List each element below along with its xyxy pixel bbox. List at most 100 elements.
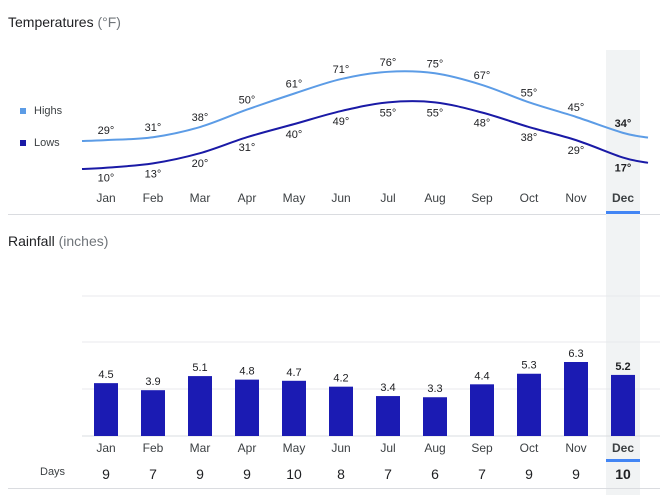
rain-value-label: 5.2 xyxy=(615,361,630,373)
temp-month-label: Jul xyxy=(380,191,395,205)
section-divider xyxy=(8,214,660,215)
rain-month-label: Jun xyxy=(331,441,350,455)
rain-month-label: Mar xyxy=(190,441,211,455)
days-value: 9 xyxy=(572,466,580,482)
highs-label: 76° xyxy=(380,57,397,69)
highs-label: 75° xyxy=(427,58,444,70)
rain-value-label: 5.3 xyxy=(521,360,536,372)
temp-month-label: Apr xyxy=(238,191,257,205)
lows-label: 13° xyxy=(145,168,162,180)
rain-value-label: 3.3 xyxy=(427,383,442,395)
temp-month-label: May xyxy=(283,191,306,205)
rain-month-label: Dec xyxy=(612,441,634,455)
rain-month-label: May xyxy=(283,441,306,455)
temp-month-label: Nov xyxy=(565,191,586,205)
legend-highs: Highs xyxy=(20,105,62,117)
rain-bar xyxy=(94,383,118,436)
temp-month-label: Jun xyxy=(331,191,350,205)
rain-bar xyxy=(282,380,306,436)
temp-month-label: Aug xyxy=(424,191,445,205)
rain-value-label: 3.9 xyxy=(145,376,160,388)
days-value: 7 xyxy=(149,466,157,482)
days-value: 9 xyxy=(102,466,110,482)
highs-label: 34° xyxy=(615,118,632,130)
highs-label: 50° xyxy=(239,95,256,107)
rainfall-unit: (inches) xyxy=(58,233,109,249)
days-value: 7 xyxy=(384,466,392,482)
days-value: 6 xyxy=(431,466,439,482)
temperatures-unit: (°F) xyxy=(97,14,121,30)
highs-label: 31° xyxy=(145,122,162,134)
rainfall-title: Rainfall (inches) xyxy=(8,233,109,249)
highs-label: 67° xyxy=(474,70,491,82)
highs-label: 55° xyxy=(521,87,538,99)
days-value: 7 xyxy=(478,466,486,482)
days-value: 10 xyxy=(286,466,302,482)
lows-label: 55° xyxy=(427,107,444,119)
temp-month-label: Oct xyxy=(520,191,539,205)
rain-value-label: 4.5 xyxy=(98,369,113,381)
temp-month-label: Sep xyxy=(471,191,493,205)
legend-lows-label: Lows xyxy=(34,137,60,149)
lows-swatch xyxy=(20,140,26,146)
rain-value-label: 5.1 xyxy=(192,362,207,374)
rain-bar xyxy=(188,376,212,436)
days-value: 9 xyxy=(243,466,251,482)
highs-swatch xyxy=(20,108,26,114)
temp-month-label: Mar xyxy=(190,191,211,205)
highs-line xyxy=(81,70,649,142)
rain-value-label: 3.4 xyxy=(380,382,395,394)
lows-label: 40° xyxy=(286,129,303,141)
temperatures-title: Temperatures (°F) xyxy=(8,14,121,30)
highs-label: 29° xyxy=(98,125,115,137)
rain-bar xyxy=(376,396,400,436)
rain-bar xyxy=(611,374,635,436)
rain-value-label: 4.8 xyxy=(239,366,254,378)
lows-label: 20° xyxy=(192,158,209,170)
highs-label: 71° xyxy=(333,64,350,76)
rain-month-label: Nov xyxy=(565,441,586,455)
rain-value-label: 4.7 xyxy=(286,367,301,379)
rain-value-label: 4.4 xyxy=(474,370,489,382)
legend-highs-label: Highs xyxy=(34,105,63,117)
lows-line xyxy=(81,100,649,171)
rain-bar xyxy=(141,390,165,436)
temp-month-label: Feb xyxy=(143,191,164,205)
rain-month-label: Oct xyxy=(520,441,539,455)
lows-label: 31° xyxy=(239,142,256,154)
lows-label: 17° xyxy=(615,163,632,175)
days-value: 10 xyxy=(615,466,631,482)
days-value: 9 xyxy=(196,466,204,482)
rain-bar xyxy=(329,386,353,436)
lows-label: 10° xyxy=(98,173,115,185)
rain-bar xyxy=(517,373,541,436)
rain-month-label: Jan xyxy=(96,441,115,455)
days-value: 9 xyxy=(525,466,533,482)
rain-value-label: 4.2 xyxy=(333,373,348,385)
rain-month-label: Aug xyxy=(424,441,445,455)
highs-label: 45° xyxy=(568,102,585,114)
rain-bar xyxy=(564,362,588,436)
rain-month-label: Sep xyxy=(471,441,493,455)
rain-month-label: Jul xyxy=(380,441,395,455)
lows-label: 55° xyxy=(380,107,397,119)
temp-month-label: Dec xyxy=(612,191,634,205)
rain-month-label: Apr xyxy=(238,441,257,455)
days-value: 8 xyxy=(337,466,345,482)
legend-lows: Lows xyxy=(20,137,60,149)
lows-label: 29° xyxy=(568,145,585,157)
days-selected-indicator xyxy=(606,459,640,462)
rain-month-label: Feb xyxy=(143,441,164,455)
lows-label: 38° xyxy=(521,132,538,144)
rain-value-label: 6.3 xyxy=(568,348,583,360)
rain-bar xyxy=(423,397,447,436)
lows-label: 49° xyxy=(333,116,350,128)
highs-label: 61° xyxy=(286,79,303,91)
days-label: Days xyxy=(40,466,66,478)
rain-bar xyxy=(470,384,494,436)
highs-label: 38° xyxy=(192,112,209,124)
temp-month-label: Jan xyxy=(96,191,115,205)
lows-label: 48° xyxy=(474,118,491,130)
